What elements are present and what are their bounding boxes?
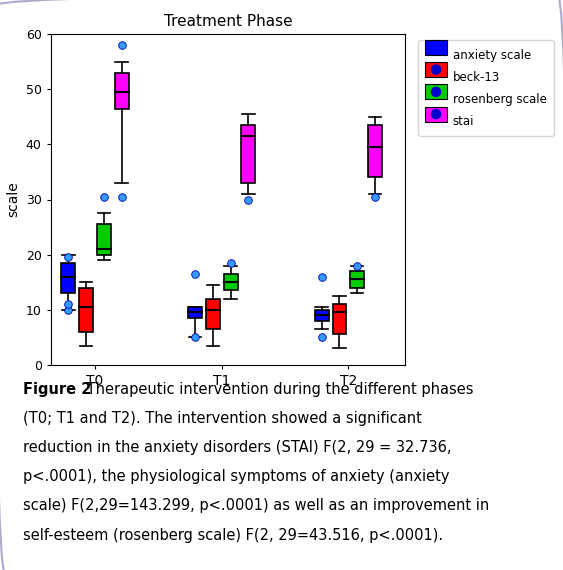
Bar [350, 271, 364, 288]
Bar [97, 225, 111, 255]
Bar [206, 299, 220, 329]
Text: Figure 2: Figure 2 [23, 382, 91, 397]
Bar [79, 288, 93, 332]
Bar [224, 274, 238, 291]
Text: Therapeutic intervention during the different phases: Therapeutic intervention during the diff… [82, 382, 473, 397]
Bar [368, 125, 382, 177]
Text: self-esteem (rosenberg scale) F(2, 29=43.516, p<.0001).: self-esteem (rosenberg scale) F(2, 29=43… [23, 528, 443, 543]
Title: Treatment Phase: Treatment Phase [164, 14, 292, 29]
Text: reduction in the anxiety disorders (STAI) F(2, 29 = 32.736,: reduction in the anxiety disorders (STAI… [23, 440, 451, 455]
Bar [242, 125, 255, 183]
Bar [315, 310, 329, 321]
Y-axis label: scale: scale [6, 182, 20, 217]
Bar [333, 304, 346, 335]
Text: p<.0001), the physiological symptoms of anxiety (anxiety: p<.0001), the physiological symptoms of … [23, 469, 449, 484]
Text: (T0; T1 and T2). The intervention showed a significant: (T0; T1 and T2). The intervention showed… [23, 411, 421, 426]
Text: scale) F(2,29=143.299, p<.0001) as well as an improvement in: scale) F(2,29=143.299, p<.0001) as well … [23, 498, 489, 514]
Legend: anxiety scale, beck-13, rosenberg scale, stai: anxiety scale, beck-13, rosenberg scale,… [418, 40, 553, 136]
Bar [61, 263, 75, 293]
Bar [188, 307, 202, 318]
Bar [115, 73, 128, 108]
